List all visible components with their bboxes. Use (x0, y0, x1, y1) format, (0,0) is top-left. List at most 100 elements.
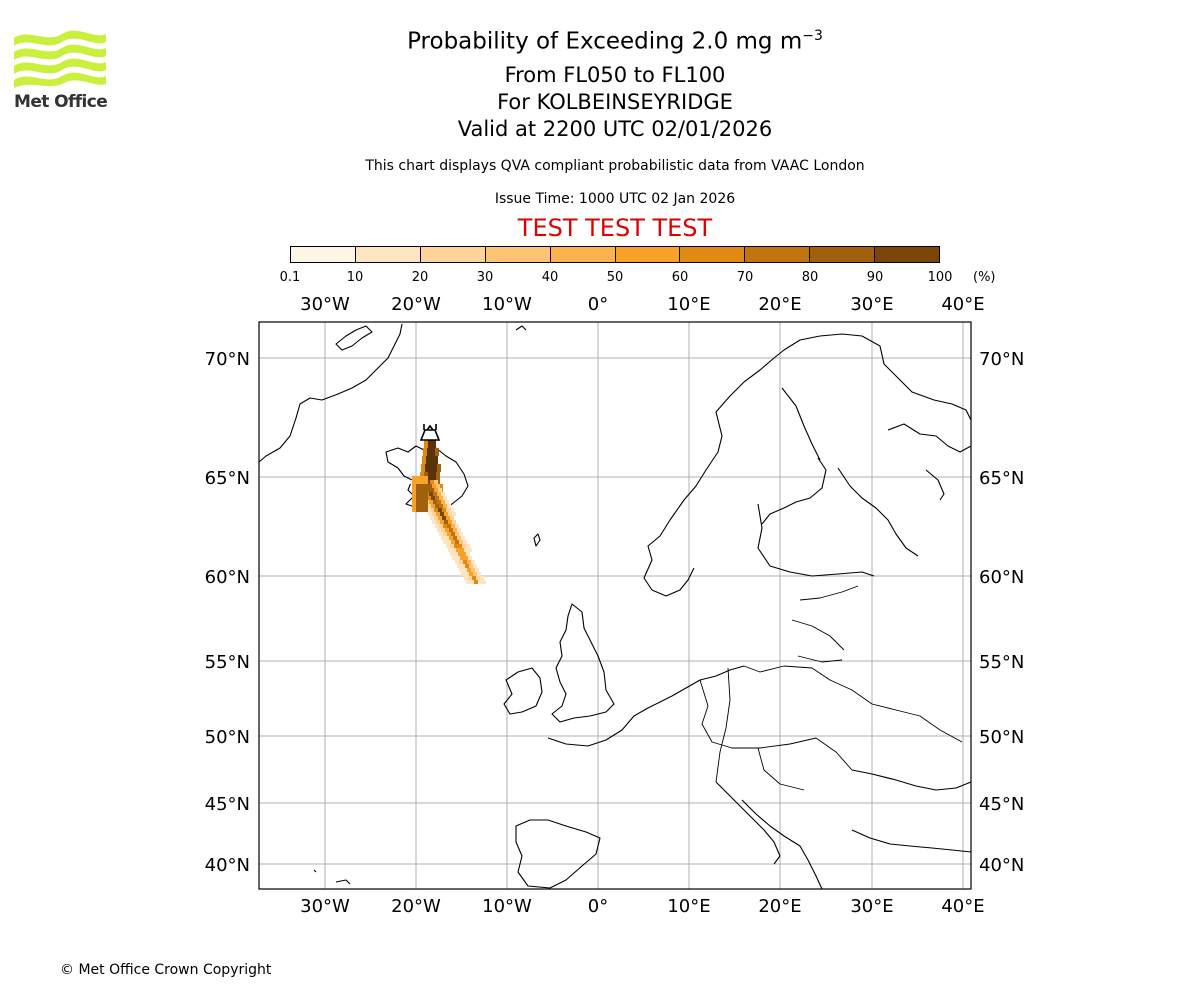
colorbar-segment (810, 247, 876, 262)
plume-cell (435, 496, 439, 500)
plume-cell (477, 572, 481, 576)
colorbar-tick-label: 30 (476, 270, 494, 285)
plume-cell (428, 444, 432, 448)
volcano-icon (419, 424, 441, 441)
plume-cell (446, 508, 450, 512)
plume-cell (436, 476, 440, 480)
norway-coast (643, 333, 972, 579)
plume-cell (434, 516, 438, 520)
plume-cell (463, 540, 467, 544)
greenland-coast (258, 323, 403, 463)
plume-cell (437, 492, 441, 496)
plume-cell (447, 532, 451, 536)
plume-cell (439, 532, 443, 536)
plume-cell (435, 452, 439, 456)
norway-south (643, 567, 695, 597)
plume-cell (424, 488, 428, 492)
plume-cell (460, 556, 464, 560)
sweden-finland-border (781, 387, 821, 461)
plume-cell (475, 568, 479, 572)
plume-cell (432, 512, 436, 516)
lat-label: 65°N (979, 468, 1024, 489)
lon-label: 30°E (850, 896, 893, 917)
plume-cell (455, 560, 459, 564)
plume-cell (416, 508, 420, 512)
plume-cell (459, 540, 463, 544)
plume-cell (430, 460, 434, 464)
plume-cell (416, 504, 420, 508)
lat-label: 55°N (205, 652, 250, 673)
lon-label: 10°W (482, 896, 532, 917)
plume-cell (430, 516, 434, 520)
plume-cell (431, 504, 435, 508)
plume-cell (459, 532, 463, 536)
plume-cell (424, 504, 428, 508)
plume-cell (447, 540, 451, 544)
colorbar-segment (485, 247, 551, 262)
plume-cell (424, 480, 428, 484)
plume-cell (461, 572, 465, 576)
plume-cell (427, 504, 431, 508)
plume-cell (458, 552, 462, 556)
plume-cell (428, 484, 432, 488)
lon-label: 0° (588, 294, 608, 315)
colorbar-tick-label: 100 (927, 270, 953, 285)
colorbar-segment (745, 247, 811, 262)
lat-label: 50°N (979, 727, 1024, 748)
plume-cell (433, 500, 437, 504)
data-note: This chart displays QVA compliant probab… (365, 158, 865, 174)
plume-cell (424, 492, 428, 496)
plume-cell (434, 508, 438, 512)
plume-cell (447, 524, 451, 528)
plume-cell (470, 580, 474, 584)
plume-cell (424, 508, 428, 512)
plume-cell (412, 504, 416, 508)
plume-cell (461, 564, 465, 568)
plume-cell (451, 524, 455, 528)
lon-label: 20°W (391, 896, 441, 917)
plume-cell (431, 496, 435, 500)
plume-cell (420, 492, 424, 496)
colorbar-segment (875, 247, 940, 262)
colorbar-tick-label: 40 (541, 270, 559, 285)
colorbar-segment (291, 247, 356, 262)
great-britain-coast (551, 603, 615, 723)
lon-label: 40°E (941, 294, 984, 315)
plume-cell (454, 544, 458, 548)
plume-cell (459, 560, 463, 564)
plume-cell (423, 452, 427, 456)
plume-cell (439, 484, 443, 488)
plume-cell (416, 480, 420, 484)
plume-cell (438, 516, 442, 520)
colorbar-segment (550, 247, 616, 262)
plume-cell (459, 568, 463, 572)
plume-cell (427, 452, 431, 456)
plume-cell (420, 508, 424, 512)
plume-cell (462, 552, 466, 556)
plume-cell (457, 564, 461, 568)
plume-cell (469, 564, 473, 568)
plume-cell (463, 560, 467, 564)
colorbar-tick-label: 50 (606, 270, 624, 285)
plume-cell (426, 460, 430, 464)
colorbar-tick-label: 90 (866, 270, 884, 285)
plume-cell (421, 468, 425, 472)
baltic-coast (757, 503, 875, 577)
plume-cell (412, 476, 416, 480)
plume-cell (426, 456, 430, 460)
plume-cell (436, 512, 440, 516)
plume-cell (430, 480, 434, 484)
issue-time: Issue Time: 1000 UTC 02 Jan 2026 (494, 191, 736, 207)
plume-cell (434, 488, 438, 492)
plume-cell (464, 548, 468, 552)
plume-cell (468, 576, 472, 580)
lat-labels-left: 70°N 65°N 60°N 55°N 50°N 45°N 40°N (205, 349, 250, 876)
colorbar-segment (680, 247, 746, 262)
ash-plume (410, 440, 486, 584)
plume-cell (425, 468, 429, 472)
copyright: © Met Office Crown Copyright (60, 962, 272, 978)
plume-cell (455, 524, 459, 528)
plume-cell (463, 568, 467, 572)
lat-label: 40°N (979, 855, 1024, 876)
lon-label: 30°W (300, 294, 350, 315)
